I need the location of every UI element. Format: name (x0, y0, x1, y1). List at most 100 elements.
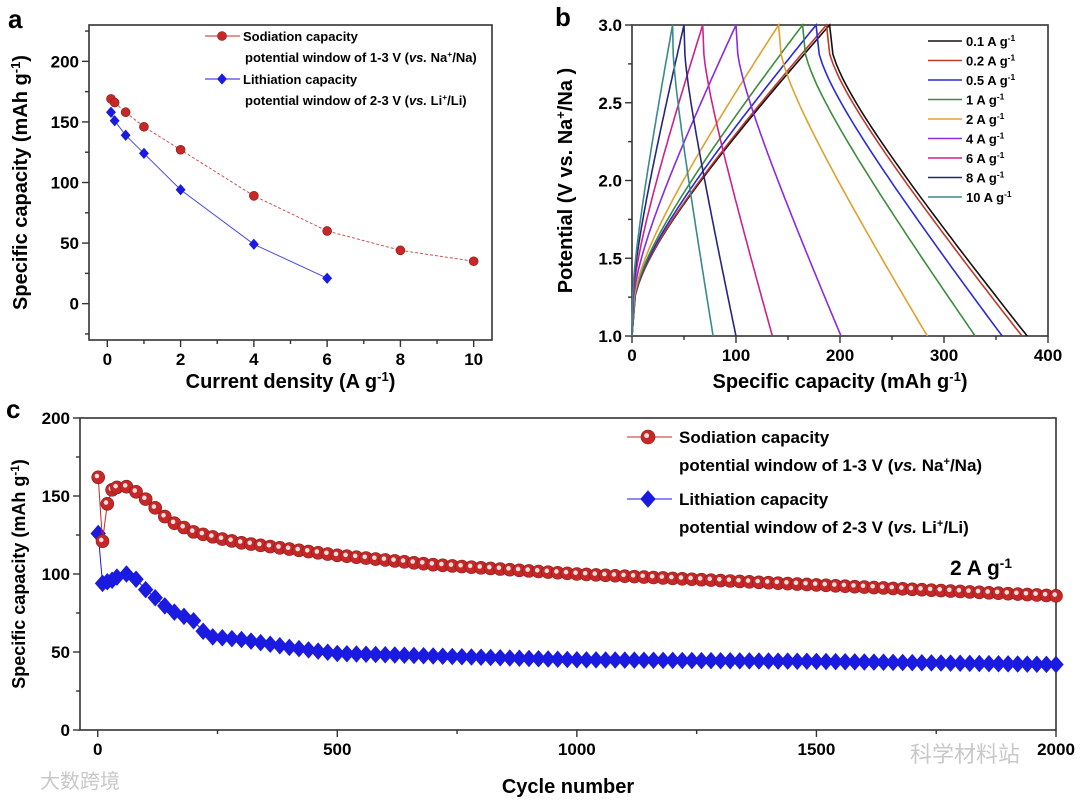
legend-label-part: 8 A g (966, 171, 997, 186)
data-point-highlight (295, 546, 300, 552)
legend-label: 4 A g-1 (966, 131, 1005, 147)
data-point (779, 652, 796, 670)
legend-marker (217, 73, 227, 85)
data-point-highlight (333, 551, 339, 557)
x-axis-label-part: ) (389, 371, 396, 393)
data-point-highlight (592, 571, 598, 576)
data-point-highlight (784, 580, 789, 585)
legend-label-part: 0.1 A g (966, 34, 1008, 49)
data-point-highlight (975, 588, 981, 594)
data-point (655, 651, 671, 670)
data-point (322, 272, 333, 284)
data-point (511, 649, 528, 668)
y-axis-label-part: Potential (V vs. Na (555, 118, 577, 293)
data-point (248, 238, 259, 250)
data-point-highlight (726, 577, 732, 582)
data-point-highlight (947, 587, 952, 593)
data-point (923, 654, 940, 672)
panel-label-a: a (8, 4, 23, 34)
y-tick-label: 1.0 (598, 327, 622, 346)
legend-sublabel: potential window of 2-3 V (vs. Li+/Li) (245, 92, 467, 108)
data-point (492, 649, 508, 667)
data-point (847, 653, 863, 671)
data-point-highlight (285, 545, 291, 551)
legend-sublabel-part: potential window of 2-3 V ( (245, 93, 410, 108)
data-point-highlight (994, 589, 1000, 595)
legend-label-part: 6 A g (966, 151, 997, 166)
data-point (157, 597, 173, 615)
legend-label-part: -1 (997, 111, 1005, 121)
data-point-highlight (122, 483, 128, 488)
x-axis-label-part: -1 (377, 369, 389, 384)
data-point-highlight (1023, 590, 1029, 596)
data-point-highlight (132, 488, 138, 493)
data-point (262, 635, 278, 653)
current-density-annotation-part: 2 A g (950, 557, 1000, 580)
x-axis-label-part: -1 (949, 369, 961, 384)
legend-label: 0.1 A g-1 (966, 33, 1015, 49)
data-point-highlight (467, 563, 473, 569)
data-point-highlight (161, 513, 166, 518)
data-point-highlight (218, 535, 224, 541)
data-point-highlight (918, 586, 923, 591)
data-point (120, 129, 131, 141)
data-point (645, 651, 662, 670)
series-0p5Ag: 0.5 A g-1 (631, 23, 1015, 337)
data-point (521, 649, 537, 668)
x-tick-label: 10 (464, 350, 483, 369)
data-point (1000, 655, 1016, 673)
data-point (233, 630, 250, 649)
data-point-highlight (400, 558, 406, 563)
data-point-highlight (1033, 591, 1038, 596)
data-point-highlight (736, 577, 741, 583)
data-point (249, 191, 259, 201)
data-point-highlight (304, 547, 310, 553)
watermark-right: 科学材料站 (910, 743, 1020, 768)
data-point (559, 650, 575, 669)
series-sodiation: Sodiation capacity potential window of 1-… (106, 29, 479, 267)
watermark-left: 大数跨境 (40, 769, 120, 793)
panel-label-c: c (6, 394, 20, 424)
data-point-highlight (372, 555, 377, 560)
legend-label-part: 2 A g (966, 112, 997, 127)
legend-sublabel-part: + (944, 456, 950, 468)
series-4Ag: 4 A g-1 (631, 24, 1005, 337)
data-point-highlight (745, 578, 751, 583)
data-point-highlight (611, 572, 617, 577)
data-point (205, 628, 221, 646)
y-axis-label-part: /Na ) (555, 68, 577, 111)
data-point (320, 643, 336, 662)
data-point-highlight (1042, 591, 1048, 597)
series-line (110, 98, 474, 262)
data-point-highlight (477, 564, 483, 569)
data-point-highlight (649, 573, 655, 579)
legend-sublabel: potential window of 1-3 V (vs. Na+/Na) (679, 456, 982, 475)
y-tick-label: 200 (42, 409, 70, 428)
data-point-highlight (1052, 592, 1057, 597)
data-point (712, 651, 729, 670)
data-point (856, 653, 873, 671)
legend-label-part: -1 (1004, 189, 1012, 199)
charge-discharge-curve (631, 23, 1023, 337)
data-point (875, 653, 892, 671)
legend-label: 2 A g-1 (966, 111, 1005, 127)
data-point (722, 652, 738, 670)
legend-label-part: -1 (997, 150, 1005, 160)
data-point (109, 97, 120, 108)
series-lithiation: Lithiation capacity potential window of 2… (90, 490, 1064, 674)
data-point (322, 226, 332, 236)
legend-label: Lithiation capacity (679, 490, 829, 509)
charge-discharge-curve (631, 24, 774, 337)
x-axis-label-part: Current density (A g (186, 371, 378, 393)
data-point (799, 652, 815, 671)
data-point-highlight (812, 581, 818, 586)
data-point-highlight (247, 540, 253, 546)
data-point (348, 645, 365, 663)
data-point-highlight (381, 556, 387, 561)
data-point (703, 651, 719, 670)
data-point (502, 649, 518, 667)
series-0p2Ag: 0.2 A g-1 (631, 23, 1023, 337)
data-point-highlight (927, 586, 933, 592)
data-point-highlight (506, 566, 511, 571)
legend-sublabel-part: potential window of 1-3 V ( (679, 456, 894, 475)
